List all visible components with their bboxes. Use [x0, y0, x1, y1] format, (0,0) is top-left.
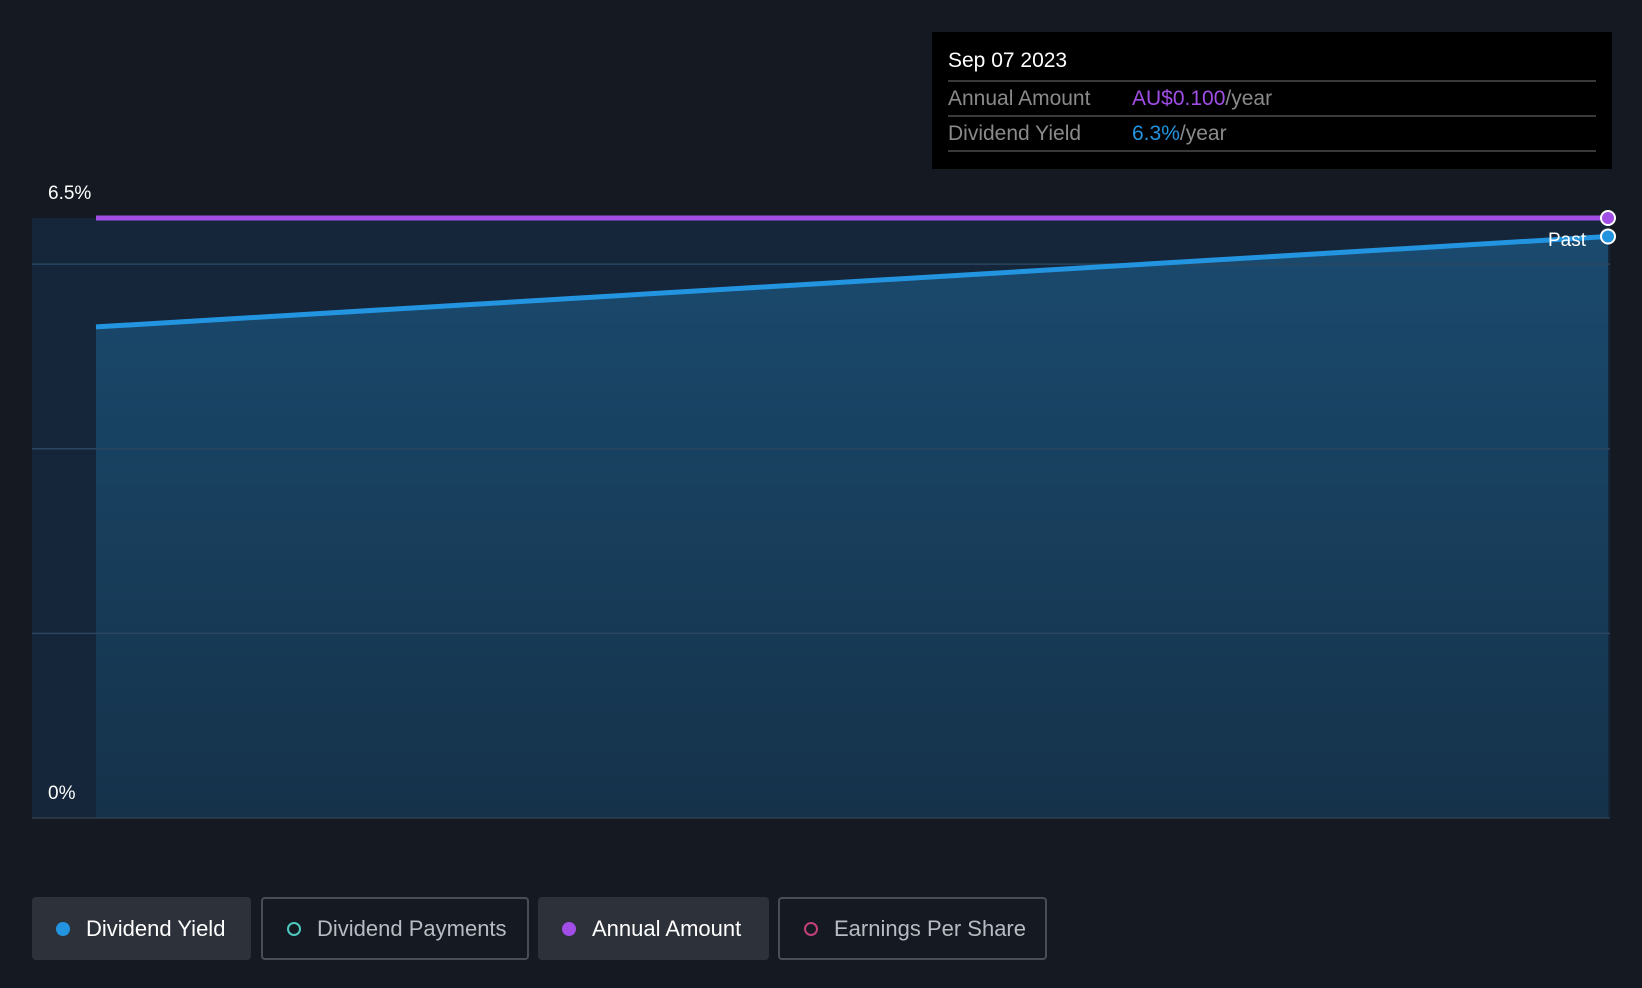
tooltip-date: Sep 07 2023 — [948, 46, 1596, 82]
tooltip-value: AU$0.100 — [1132, 87, 1226, 110]
dividend-yield-point[interactable] — [1600, 228, 1616, 245]
tooltip-row-annual-amount: Annual Amount AU$0.100 /year — [948, 82, 1596, 117]
legend-label: Earnings Per Share — [834, 915, 1026, 941]
tooltip-value: 6.3% — [1132, 122, 1180, 145]
y-tick-max: 6.5% — [48, 183, 92, 204]
dividend-yield-line — [95, 233, 1609, 330]
legend-dividend-payments[interactable]: Dividend Payments — [261, 897, 529, 960]
legend-annual-amount[interactable]: Annual Amount — [538, 897, 769, 960]
hollow-dot-icon — [804, 921, 818, 936]
hollow-dot-icon — [287, 921, 301, 936]
tooltip-unit: /year — [1179, 122, 1227, 145]
filled-dot-icon — [562, 921, 576, 936]
tooltip-label: Annual Amount — [948, 87, 1091, 110]
tooltip-unit: /year — [1225, 87, 1273, 110]
y-tick-min: 0% — [48, 783, 76, 804]
tooltip: Sep 07 2023 Annual Amount AU$0.100 /year… — [932, 32, 1612, 169]
dividend-yield-area — [96, 236, 1608, 818]
legend-earnings-per-share[interactable]: Earnings Per Share — [778, 897, 1047, 960]
filled-dot-icon — [56, 921, 70, 936]
legend-label: Dividend Yield — [86, 915, 226, 941]
legend-label: Annual Amount — [592, 915, 742, 941]
past-label: Past — [1548, 230, 1587, 251]
tooltip-label: Dividend Yield — [948, 122, 1082, 145]
legend-label: Dividend Payments — [317, 915, 507, 941]
tooltip-row-dividend-yield: Dividend Yield 6.3% /year — [948, 117, 1596, 152]
annual-amount-point[interactable] — [1600, 210, 1616, 226]
legend-dividend-yield[interactable]: Dividend Yield — [32, 897, 251, 960]
